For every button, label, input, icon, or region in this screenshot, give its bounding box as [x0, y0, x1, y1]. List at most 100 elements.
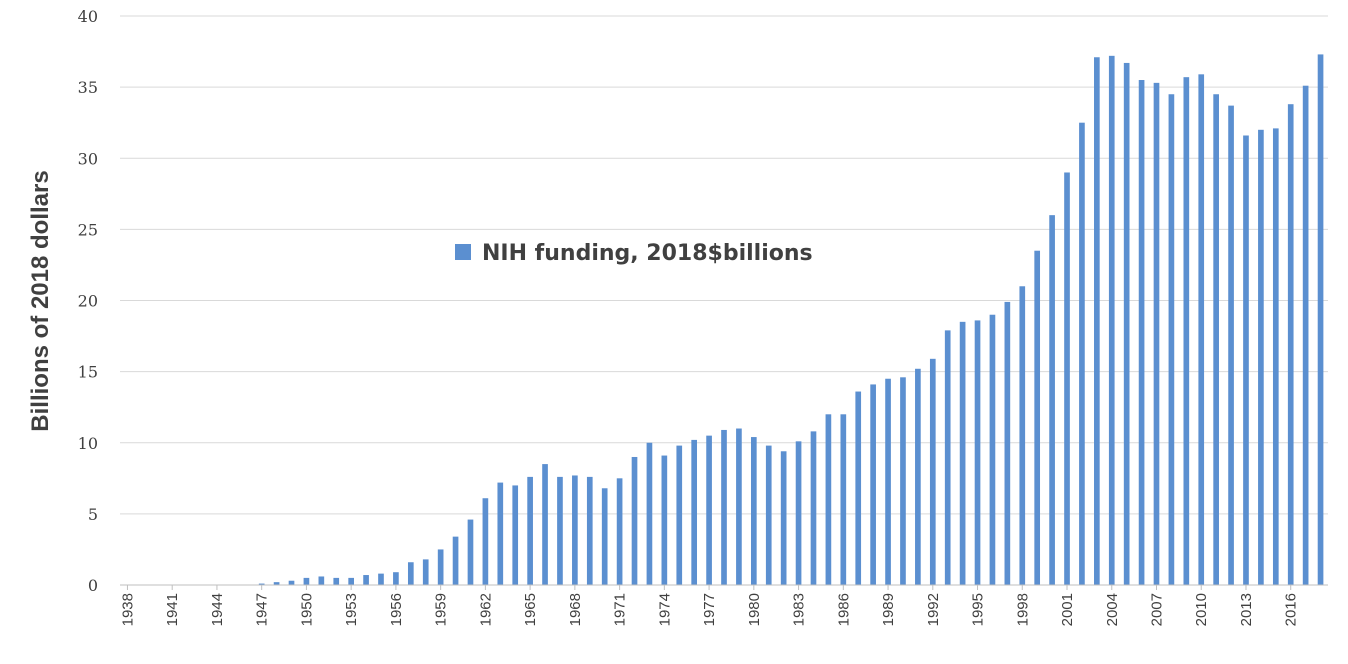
y-tick-label: 10 — [78, 434, 98, 453]
bar — [512, 485, 519, 585]
x-tick-label: 1974 — [656, 593, 673, 626]
y-tick-label: 40 — [78, 7, 98, 26]
bar — [721, 429, 727, 585]
bar — [393, 572, 399, 585]
gridlines — [120, 15, 1328, 515]
bar — [1258, 129, 1264, 586]
bar — [318, 576, 325, 585]
bar — [1153, 82, 1160, 586]
y-axis-ticks: 0 5 10 15 20 25 30 35 40 — [78, 7, 98, 595]
bar — [1034, 250, 1041, 585]
bar — [736, 428, 742, 585]
bar — [422, 559, 429, 585]
x-tick-label: 1953 — [343, 593, 360, 626]
bar — [407, 562, 414, 585]
bar — [855, 391, 862, 585]
bar — [661, 455, 668, 585]
bar — [1272, 128, 1279, 585]
bar — [333, 577, 340, 585]
x-tick-label: 2016 — [1283, 593, 1300, 626]
bar — [870, 384, 876, 585]
bar — [363, 575, 369, 585]
x-tick-label: 2010 — [1193, 593, 1210, 626]
x-tick-label: 1977 — [701, 593, 718, 626]
bar — [467, 519, 474, 585]
y-tick-label: 0 — [88, 576, 98, 595]
x-tick-label: 1989 — [880, 593, 897, 626]
bar — [929, 358, 936, 585]
x-tick-label: 2007 — [1148, 593, 1165, 626]
bar — [1302, 85, 1309, 585]
legend-label: NIH funding, 2018$billions — [482, 241, 813, 266]
bar — [1138, 80, 1145, 585]
bar — [378, 573, 384, 585]
bar — [900, 377, 906, 585]
x-tick-label: 1959 — [433, 593, 450, 626]
bar — [706, 435, 712, 585]
bar — [542, 464, 548, 585]
bar — [1198, 74, 1205, 585]
bar — [795, 441, 802, 585]
bar — [1079, 122, 1085, 585]
bar — [1243, 135, 1249, 586]
x-tick-label: 1971 — [612, 593, 629, 626]
bar — [273, 582, 280, 585]
bar — [601, 488, 608, 585]
y-tick-label: 25 — [78, 220, 98, 239]
x-tick-label: 1941 — [164, 593, 181, 626]
bar — [572, 475, 578, 585]
x-tick-label: 1938 — [119, 593, 136, 626]
bar — [482, 498, 489, 585]
bar-series — [258, 54, 1324, 586]
x-tick-label: 2001 — [1059, 593, 1076, 626]
x-tick-label: 1983 — [791, 593, 808, 626]
bar — [1019, 286, 1026, 585]
legend-swatch — [455, 244, 471, 260]
x-tick-label: 1986 — [835, 593, 852, 626]
x-axis-ticks: 1938 1941 1944 1947 1950 1953 1956 1959 1962 1965… — [119, 585, 1300, 626]
bar — [1064, 172, 1070, 586]
bar — [631, 456, 638, 585]
bar — [1317, 54, 1324, 586]
bar — [1228, 105, 1234, 586]
bar — [452, 536, 459, 585]
y-axis-label: Billions of 2018 dollars — [27, 170, 54, 431]
y-tick-label: 15 — [78, 363, 98, 382]
bar — [586, 476, 593, 585]
x-tick-label: 1992 — [925, 593, 942, 626]
x-tick-label: 1947 — [254, 593, 271, 626]
bar — [825, 414, 832, 585]
x-tick-label: 1965 — [522, 593, 539, 626]
x-tick-label: 1968 — [567, 593, 584, 626]
x-tick-label: 2004 — [1104, 593, 1121, 626]
y-tick-label: 20 — [78, 292, 98, 311]
bar — [1049, 215, 1055, 585]
bar — [616, 478, 623, 585]
legend: NIH funding, 2018$billions — [455, 241, 813, 266]
bar — [258, 583, 265, 585]
x-tick-label: 1956 — [388, 593, 405, 626]
bar — [1168, 94, 1175, 586]
x-tick-label: 1950 — [298, 593, 315, 626]
bar — [974, 320, 981, 585]
bar — [676, 445, 683, 585]
bar — [303, 577, 310, 585]
bar — [1094, 57, 1100, 585]
x-tick-label: 2013 — [1238, 593, 1255, 626]
x-tick-label: 1962 — [477, 593, 494, 626]
x-tick-label: 1944 — [209, 593, 226, 626]
bar — [959, 321, 966, 585]
x-tick-label: 1998 — [1014, 593, 1031, 626]
bar — [944, 330, 951, 585]
y-tick-label: 5 — [88, 505, 98, 524]
y-tick-label: 35 — [78, 78, 98, 97]
bar — [527, 476, 533, 585]
bar — [885, 378, 891, 585]
bar — [1183, 77, 1190, 586]
bar — [1004, 301, 1011, 585]
bar — [765, 445, 772, 585]
bar — [750, 437, 757, 585]
bar — [288, 580, 295, 585]
bar — [348, 577, 354, 585]
